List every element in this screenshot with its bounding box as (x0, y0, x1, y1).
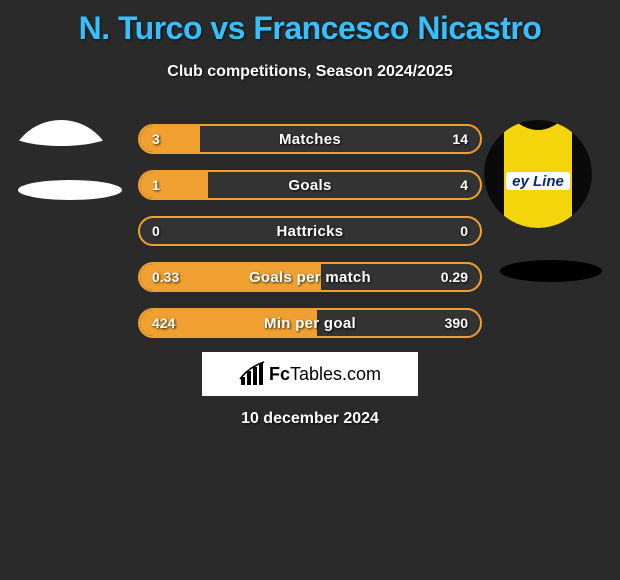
stat-right-value: 0.29 (441, 264, 468, 290)
stat-row: 424 Min per goal 390 (138, 308, 482, 338)
subtitle: Club competitions, Season 2024/2025 (0, 63, 620, 81)
stat-row: 3 Matches 14 (138, 124, 482, 154)
comparison-bars: 3 Matches 14 1 Goals 4 0 Hattricks 0 0.3… (138, 124, 482, 354)
stat-label: Min per goal (140, 310, 480, 336)
player-right-shadow (500, 260, 602, 282)
stat-right-value: 390 (445, 310, 468, 336)
brand-suffix: Tables.com (290, 364, 381, 384)
stat-row: 0.33 Goals per match 0.29 (138, 262, 482, 292)
bar-chart-icon (239, 361, 265, 387)
stat-row: 0 Hattricks 0 (138, 216, 482, 246)
brand-text: FcTables.com (269, 364, 381, 385)
stat-label: Goals per match (140, 264, 480, 290)
avatar-blank-icon (8, 120, 114, 226)
date-text: 10 december 2024 (0, 410, 620, 428)
stat-label: Hattricks (140, 218, 480, 244)
player-right-avatar: ey Line (484, 120, 592, 228)
stat-label: Matches (140, 126, 480, 152)
brand-prefix: Fc (269, 364, 290, 384)
page-title: N. Turco vs Francesco Nicastro (0, 0, 620, 47)
svg-text:ey Line: ey Line (512, 173, 564, 190)
player-left-shadow (18, 180, 122, 200)
player-left-avatar (8, 120, 114, 226)
brand-box: FcTables.com (202, 352, 418, 396)
jersey-icon: ey Line (484, 120, 592, 228)
stat-label: Goals (140, 172, 480, 198)
stat-right-value: 4 (460, 172, 468, 198)
stat-right-value: 14 (452, 126, 468, 152)
stat-row: 1 Goals 4 (138, 170, 482, 200)
stat-right-value: 0 (460, 218, 468, 244)
